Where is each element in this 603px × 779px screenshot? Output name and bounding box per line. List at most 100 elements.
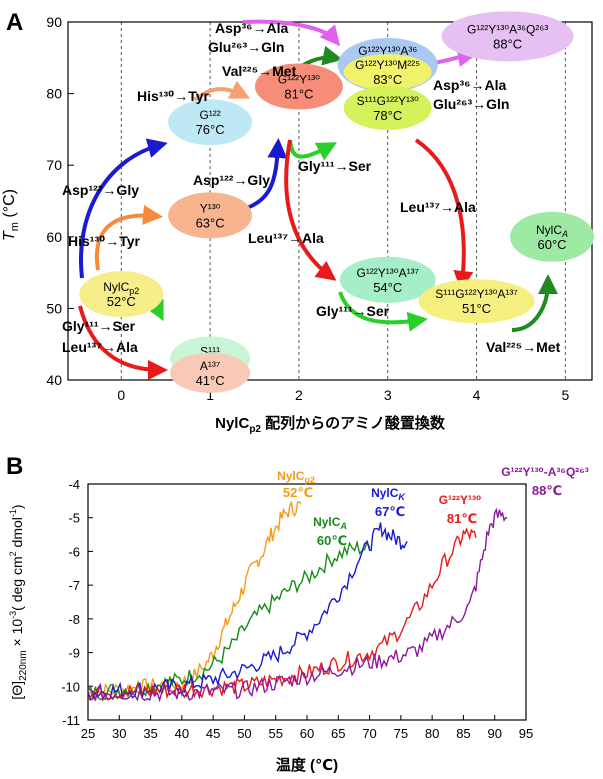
- panel-b-y-tick-label: -11: [62, 713, 80, 728]
- mutation-labels: Asp¹²²→Gly His¹³⁰→Tyr Gly¹¹¹→Ser Leu¹³⁷→…: [62, 20, 561, 355]
- arrow-p2-to-a137: [78, 305, 168, 380]
- mutation-label: Leu¹³⁷→Ala: [248, 230, 324, 246]
- panel-a-y-tick-label: 50: [46, 300, 62, 316]
- panel-b-x-tick-label: 70: [362, 726, 376, 741]
- panel-b-y-tick-label: -9: [68, 646, 80, 661]
- panel-b-x-ticks: 25 30 35 40 45 50 55 60 65 70 75 80 85 90 95: [81, 715, 533, 741]
- variant-node-label: G¹²²Y¹³⁰M²²⁵: [355, 58, 420, 72]
- series-line-G122Y130: [87, 527, 477, 702]
- variant-node-tm: 52°C: [107, 294, 136, 309]
- variant-node-label: NylCA: [536, 223, 568, 239]
- mutation-label: Gly¹¹¹→Ser: [62, 318, 136, 334]
- variant-node-label: G¹²²Y¹³⁰A³⁶: [358, 44, 417, 58]
- panel-a-x-tick-label: 1: [206, 387, 214, 403]
- panel-b-x-tick-label: 65: [331, 726, 345, 741]
- panel-b-y-ticks: -4 -5 -6 -7 -8 -9 -10 -11: [61, 477, 93, 728]
- variant-node-ellipse: [343, 54, 432, 91]
- variant-node-label: S¹¹¹G¹²²Y¹³⁰: [357, 94, 419, 108]
- panel-a-y-tick-label: 40: [46, 372, 62, 388]
- panel-b-x-tick-label: 60: [300, 726, 314, 741]
- panel-a-y-tick-label: 60: [46, 229, 62, 245]
- variant-node-label: Y¹³⁰: [200, 201, 221, 215]
- panel-a-y-ticks: 40 50 60 70 80 90: [46, 14, 74, 388]
- mutation-label: Asp¹²²→Gly: [62, 182, 139, 198]
- arrow-gy-to-sgy: [288, 139, 338, 161]
- panel-a-x-tick-label: 0: [117, 387, 125, 403]
- arrow-sgy-to-sgya: [414, 138, 474, 291]
- panel-b-x-tick-label: 90: [487, 726, 501, 741]
- variant-node-tm: 51°C: [462, 301, 491, 316]
- variant-node-ellipse: [254, 63, 343, 110]
- mutation-label: His¹³⁰→Tyr: [137, 88, 210, 104]
- variant-node-ellipse: [168, 192, 253, 239]
- panel-b-label: B: [6, 453, 23, 480]
- mutation-label: Leu¹³⁷→Ala: [62, 339, 138, 355]
- mutation-label: Glu²⁶³→Gln: [208, 39, 284, 55]
- panel-b-y-tick-label: -10: [61, 679, 80, 694]
- panel-a-x-tick-label: 3: [384, 387, 392, 403]
- panel-b-series: [87, 500, 508, 703]
- arrow-gya-to-sgya: [338, 291, 428, 332]
- variant-node-tm: 76°C: [196, 122, 225, 137]
- variant-node-tm: 88°C: [493, 36, 522, 51]
- series-tm-label: 52℃: [283, 485, 313, 500]
- panel-b-y-tick-label: -8: [68, 612, 80, 627]
- panel-a-label: A: [6, 9, 23, 36]
- panel-b-x-tick-label: 95: [519, 726, 533, 741]
- panel-b-x-tick-label: 40: [175, 726, 189, 741]
- mutation-label: Asp³⁶→Ala: [215, 20, 289, 36]
- panel-a-y-tick-label: 80: [46, 86, 62, 102]
- variant-node-label: A¹³⁷: [200, 359, 220, 373]
- panel-b-x-tick-label: 30: [112, 726, 126, 741]
- panel-b-x-tick-label: 75: [394, 726, 408, 741]
- panel-b-x-tick-label: 35: [143, 726, 157, 741]
- variant-node-tm: 60°C: [538, 237, 567, 252]
- arrow-p2-to-g122: [79, 138, 168, 279]
- panel-a-x-tick-label: 5: [561, 387, 569, 403]
- variant-node-ellipse: [343, 85, 432, 130]
- arrow-gy-to-gya: [284, 139, 337, 281]
- panel-b-y-tick-label: -5: [68, 511, 80, 526]
- mutation-label: Gly¹¹¹→Ser: [298, 158, 372, 174]
- panel-b-y-tick-label: -4: [68, 477, 80, 492]
- mutation-label: Asp¹²²→Gly: [193, 172, 270, 188]
- variant-node-tm: 78°C: [373, 108, 402, 123]
- variant-node-ellipse: [510, 211, 595, 262]
- variant-node-label: S¹¹¹G¹²²Y¹³⁰A¹³⁷: [435, 287, 517, 301]
- panel-b-x-axis-label: 温度 (℃): [276, 756, 338, 774]
- mutation-label: Gly¹¹¹→Ser: [316, 303, 390, 319]
- panel-a-x-tick-label: 2: [295, 387, 303, 403]
- variant-node-label: G¹²²Y¹³⁰A¹³⁷: [356, 266, 418, 280]
- variant-node-tm: 81°C: [284, 86, 313, 101]
- series-name-label: NylCp2: [277, 469, 315, 485]
- panel-b-x-tick-label: 55: [268, 726, 282, 741]
- mutation-label: Leu¹³⁷→Ala: [400, 199, 476, 215]
- panel-a-x-axis-label: NylCp2 配列からのアミノ酸置換数: [215, 414, 446, 435]
- variant-node-tm: 41°C: [196, 373, 225, 388]
- mutation-label: Glu²⁶³→Gln: [433, 96, 509, 112]
- variant-node-label: G¹²²Y¹³⁰: [278, 72, 320, 86]
- arrow-g122-to-gy-top: [193, 80, 251, 102]
- series-tm-label: 60℃: [317, 533, 347, 548]
- variant-node-ellipse: [418, 279, 535, 324]
- series-name-label: G¹²²Y¹³⁰: [439, 493, 482, 507]
- variant-node-ellipse: [168, 99, 253, 146]
- panel-b-x-tick-label: 25: [81, 726, 95, 741]
- series-tm-label: 88℃: [532, 483, 562, 498]
- series-name-label: NylCK: [371, 486, 406, 502]
- series-tm-label: 81℃: [447, 511, 477, 526]
- panel-a-frame: [67, 21, 593, 381]
- panel-a-y-tick-label: 90: [46, 14, 62, 30]
- mutation-label: Val²²⁵→Met: [222, 63, 297, 79]
- panel-b-y-axis-label: [Θ]220nm × 10-3( deg cm2 dmol-1): [8, 504, 29, 699]
- panel-b-y-tick-label: -7: [68, 578, 80, 593]
